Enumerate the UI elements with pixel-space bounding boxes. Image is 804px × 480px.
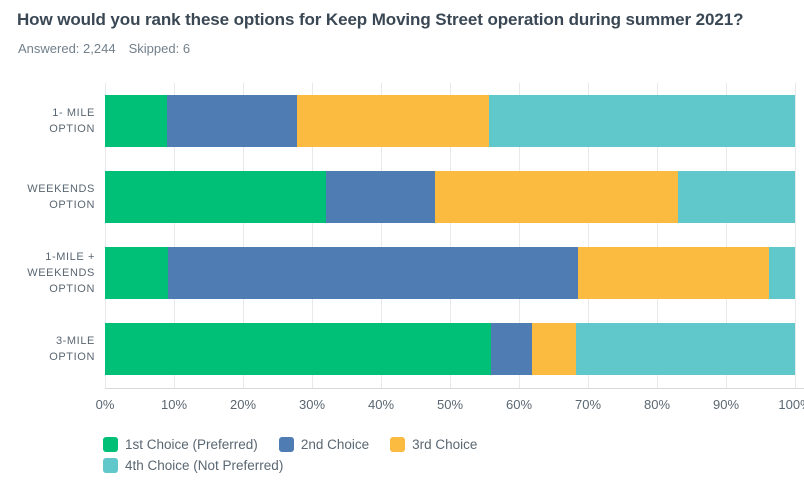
legend-row: 1st Choice (Preferred) 2nd Choice 3rd Choi…	[103, 436, 498, 452]
plot-area	[105, 83, 796, 388]
bar-row	[105, 247, 795, 299]
bar-segment[interactable]	[105, 95, 168, 147]
y-axis-category-labels: 1- MILE OPTION WEEKENDS OPTION 1-MILE + WEEKE…	[0, 83, 95, 388]
legend-swatch	[103, 436, 118, 452]
x-axis-tick-label: 70%	[574, 397, 602, 412]
gridline	[105, 83, 106, 388]
legend-label: 1st Choice (Preferred)	[125, 436, 258, 452]
bar-segment[interactable]	[769, 247, 795, 299]
response-stats: Answered: 2,244 Skipped: 6	[18, 41, 190, 56]
x-axis-tick-label: 60%	[505, 397, 533, 412]
bar-row	[105, 323, 795, 375]
legend-label: 4th Choice (Not Preferred)	[125, 457, 284, 473]
skipped-value: 6	[182, 41, 191, 56]
bar-segment[interactable]	[296, 95, 489, 147]
gridline	[519, 83, 520, 388]
gridline	[381, 83, 382, 388]
gridline	[657, 83, 658, 388]
bar-segment[interactable]	[105, 247, 169, 299]
legend-item: 1st Choice (Preferred)	[103, 436, 258, 452]
category-label-line: OPTION	[49, 283, 95, 295]
gridline	[588, 83, 589, 388]
category-label: WEEKENDS OPTION	[3, 181, 95, 213]
bar-row	[105, 171, 795, 223]
category-label-line: WEEKENDS	[27, 267, 95, 279]
legend-swatch	[278, 436, 294, 452]
gridline	[450, 83, 451, 388]
category-label: 1-MILE + WEEKENDS OPTION	[3, 249, 95, 297]
x-axis-tick-label: 20%	[229, 397, 257, 412]
bar-segment[interactable]	[578, 247, 770, 299]
bar-segment[interactable]	[168, 247, 579, 299]
category-label: 1- MILE OPTION	[3, 105, 95, 137]
category-label-line: WEEKENDS	[27, 183, 95, 195]
x-axis-tick-label: 50%	[436, 397, 464, 412]
legend-label: 2nd Choice	[300, 436, 370, 452]
x-axis-tick-label: 80%	[643, 397, 671, 412]
gridline	[243, 83, 244, 388]
answered-value: 2,244	[83, 41, 116, 56]
x-axis-line	[105, 388, 804, 389]
bar-segment[interactable]	[105, 323, 491, 375]
skipped-label: Skipped:	[128, 41, 180, 56]
legend-item: 3rd Choice	[390, 436, 478, 452]
category-label-line: OPTION	[49, 199, 95, 211]
category-label: 3-MILE OPTION	[3, 333, 95, 365]
bar-segment[interactable]	[490, 323, 533, 375]
page-title: How would you rank these options for Kee…	[17, 10, 744, 29]
answered-stat: Answered: 2,244	[18, 41, 116, 56]
gridline	[726, 83, 727, 388]
chart-legend: 1st Choice (Preferred) 2nd Choice 3rd Choi…	[103, 436, 498, 478]
bar-segment[interactable]	[167, 95, 297, 147]
legend-item: 4th Choice (Not Preferred)	[103, 457, 284, 473]
legend-row: 4th Choice (Not Preferred)	[103, 457, 498, 473]
x-axis-tick-labels: 0% 10% 20% 30% 40% 50% 60% 70% 80% 90% 100%	[96, 397, 804, 415]
category-label-line: 1-MILE +	[45, 251, 95, 263]
gridline	[312, 83, 313, 388]
legend-swatch	[103, 457, 118, 473]
skipped-stat: Skipped: 6	[129, 41, 190, 56]
bar-segment[interactable]	[575, 323, 795, 375]
category-label-line: OPTION	[49, 123, 95, 135]
bar-segment[interactable]	[434, 171, 678, 223]
x-axis-tick-label: 90%	[712, 397, 740, 412]
bar-row	[105, 95, 795, 147]
x-axis-tick-label: 100%	[778, 397, 804, 412]
gridline	[795, 83, 796, 388]
x-axis-tick-label: 10%	[160, 397, 188, 412]
bar-segment[interactable]	[105, 171, 326, 223]
answered-label: Answered:	[18, 41, 80, 56]
bar-segment[interactable]	[488, 95, 795, 147]
gridline	[174, 83, 175, 388]
legend-item: 2nd Choice	[278, 436, 370, 452]
legend-label: 3rd Choice	[412, 436, 478, 452]
legend-swatch	[390, 436, 406, 452]
category-label-line: 3-MILE	[55, 335, 95, 347]
category-label-line: OPTION	[49, 351, 95, 363]
bar-segment[interactable]	[677, 171, 795, 223]
x-axis-tick-label: 40%	[367, 397, 395, 412]
x-axis-tick-label: 0%	[95, 397, 115, 412]
category-label-line: 1- MILE	[52, 107, 95, 119]
bar-segment[interactable]	[532, 323, 576, 375]
bar-segment[interactable]	[325, 171, 435, 223]
x-axis-tick-label: 30%	[298, 397, 326, 412]
